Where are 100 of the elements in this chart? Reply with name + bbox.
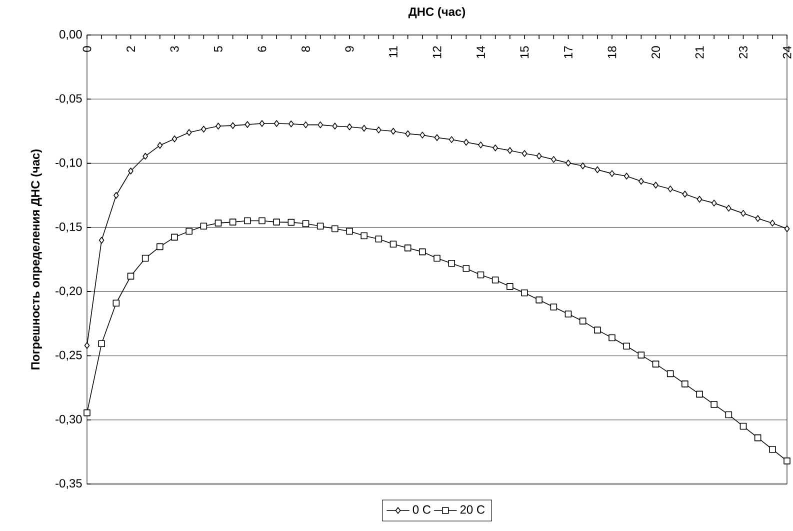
x-tick-label: 21 — [695, 46, 704, 58]
y-axis-title: Погрешность определения ДНС (час) — [30, 149, 42, 370]
point — [638, 352, 645, 358]
point — [172, 136, 178, 142]
point — [477, 272, 484, 278]
point — [726, 204, 732, 212]
y-tick-label: -0,35 — [56, 479, 82, 489]
x-tick-label: 12 — [432, 46, 442, 58]
point — [302, 220, 310, 227]
point — [696, 390, 703, 398]
x-tick-label: 24 — [782, 46, 792, 58]
point — [682, 380, 688, 388]
point — [551, 156, 556, 163]
point — [259, 120, 265, 127]
point — [390, 240, 397, 248]
point — [754, 434, 762, 442]
point — [84, 409, 90, 416]
point — [346, 228, 353, 235]
point — [273, 218, 280, 226]
point — [361, 124, 367, 132]
point — [360, 232, 368, 240]
point — [448, 260, 455, 267]
y-tick-label: -0,05 — [56, 94, 82, 104]
point — [128, 168, 134, 174]
point — [288, 120, 294, 128]
point — [506, 283, 514, 290]
point — [316, 222, 324, 230]
point — [112, 300, 120, 307]
point — [434, 254, 440, 262]
point — [434, 134, 440, 142]
point — [653, 182, 658, 188]
x-tick-label: 6 — [258, 46, 266, 52]
x-tick-label: 2 — [126, 46, 135, 52]
x-axis-title: ДНС (час) — [408, 7, 466, 18]
point — [244, 217, 251, 224]
point — [376, 126, 382, 134]
point — [214, 220, 222, 226]
legend-label: 0 C — [412, 505, 431, 514]
point — [156, 243, 164, 250]
point — [666, 370, 674, 378]
point — [725, 411, 732, 418]
y-tick-label: -0,15 — [56, 222, 82, 232]
x-tick-label: 9 — [345, 46, 354, 52]
point — [710, 401, 718, 408]
point — [318, 121, 323, 128]
point — [157, 142, 163, 149]
point — [142, 254, 149, 262]
point — [594, 326, 601, 334]
point — [375, 236, 382, 242]
point — [580, 162, 586, 170]
x-tick-label: 5 — [214, 46, 222, 52]
point — [579, 318, 586, 324]
point — [536, 152, 542, 160]
point — [84, 342, 90, 349]
point — [740, 210, 746, 217]
point — [536, 296, 542, 304]
x-tick-label: 8 — [302, 46, 310, 52]
point — [448, 136, 454, 143]
point — [404, 244, 412, 252]
x-tick-label: 17 — [564, 46, 572, 58]
point — [127, 272, 134, 280]
point — [142, 152, 148, 160]
point — [492, 276, 499, 284]
point — [229, 218, 236, 226]
point — [492, 144, 498, 152]
point — [114, 192, 119, 199]
point — [652, 360, 660, 368]
point — [288, 218, 295, 226]
x-tick-label: 18 — [608, 46, 616, 58]
point — [755, 215, 760, 222]
point — [186, 129, 192, 136]
point — [200, 222, 208, 230]
point — [419, 248, 426, 256]
y-tick-label: -0,10 — [56, 158, 82, 168]
x-tick-label: 23 — [739, 46, 748, 58]
point — [332, 122, 338, 130]
point — [201, 126, 206, 133]
point — [521, 289, 528, 296]
point — [784, 225, 790, 232]
point — [274, 120, 280, 127]
x-tick-label: 11 — [389, 46, 398, 58]
point — [346, 123, 352, 130]
point — [230, 122, 236, 129]
point — [216, 122, 221, 130]
point — [186, 228, 192, 235]
y-tick-label: -0,20 — [56, 286, 82, 297]
point — [420, 132, 426, 138]
point — [608, 334, 616, 342]
point — [623, 342, 630, 350]
point — [171, 234, 178, 241]
point — [522, 150, 528, 157]
point — [98, 236, 104, 244]
point — [258, 217, 266, 224]
point — [464, 138, 469, 146]
y-tick-label: 0,00 — [59, 30, 82, 40]
point — [784, 458, 790, 464]
point — [740, 422, 747, 430]
point — [507, 147, 513, 154]
point — [638, 178, 644, 185]
point — [550, 304, 558, 310]
